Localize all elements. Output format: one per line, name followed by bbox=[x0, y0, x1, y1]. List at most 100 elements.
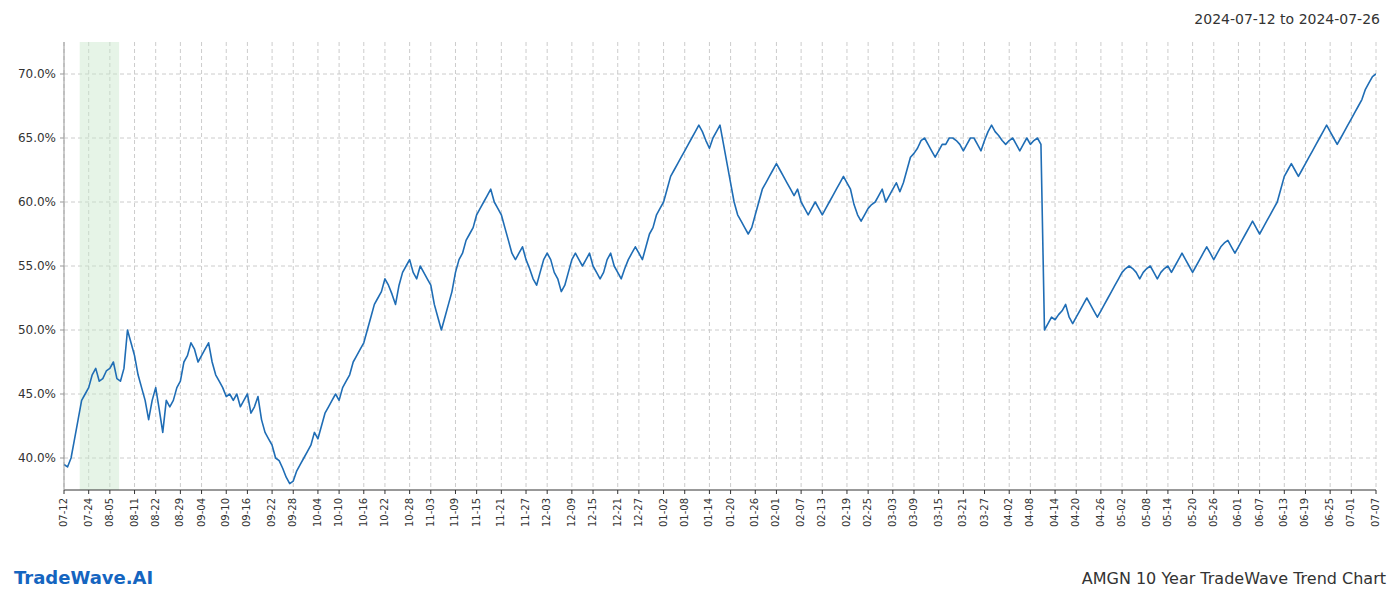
x-tick bbox=[1330, 490, 1331, 494]
x-tick-label: 10-28 bbox=[404, 498, 415, 527]
x-tick bbox=[1351, 490, 1352, 494]
x-tick-label: 03-27 bbox=[979, 498, 990, 527]
x-tick bbox=[755, 490, 756, 494]
x-tick bbox=[617, 490, 618, 494]
x-tick bbox=[1284, 490, 1285, 494]
x-tick-label: 11-03 bbox=[425, 498, 436, 527]
x-tick-label: 01-26 bbox=[749, 498, 760, 527]
x-tick-label: 05-20 bbox=[1187, 498, 1198, 527]
grid-line bbox=[64, 458, 1376, 459]
x-tick-label: 08-11 bbox=[129, 498, 140, 527]
x-tick-label: 02-13 bbox=[816, 498, 827, 527]
x-tick-label: 09-16 bbox=[241, 498, 252, 527]
x-tick-label: 07-12 bbox=[58, 498, 69, 527]
grid-line bbox=[64, 394, 1376, 395]
x-tick bbox=[134, 490, 135, 494]
grid-line bbox=[1238, 42, 1239, 490]
y-tick bbox=[60, 394, 64, 395]
y-tick-label: 55.0% bbox=[18, 259, 56, 273]
background bbox=[0, 0, 1400, 600]
x-tick-label: 10-22 bbox=[379, 498, 390, 527]
grid-line bbox=[1146, 42, 1147, 490]
grid-line bbox=[272, 42, 273, 490]
x-tick-label: 12-27 bbox=[633, 498, 644, 527]
grid-line bbox=[684, 42, 685, 490]
grid-line bbox=[822, 42, 823, 490]
grid-line bbox=[1009, 42, 1010, 490]
grid-line bbox=[226, 42, 227, 490]
grid-line bbox=[430, 42, 431, 490]
x-tick-label: 09-04 bbox=[196, 498, 207, 527]
x-tick bbox=[363, 490, 364, 494]
x-tick-label: 10-10 bbox=[333, 498, 344, 527]
x-tick bbox=[88, 490, 89, 494]
x-tick-label: 01-08 bbox=[679, 498, 690, 527]
x-tick bbox=[476, 490, 477, 494]
grid-line bbox=[846, 42, 847, 490]
x-tick bbox=[1238, 490, 1239, 494]
x-tick bbox=[571, 490, 572, 494]
x-tick-label: 08-29 bbox=[174, 498, 185, 527]
grid-line bbox=[1330, 42, 1331, 490]
grid-line bbox=[1284, 42, 1285, 490]
x-tick-label: 02-01 bbox=[770, 498, 781, 527]
grid-line bbox=[501, 42, 502, 490]
grid-line bbox=[1376, 42, 1377, 490]
grid-line bbox=[571, 42, 572, 490]
x-tick-label: 02-07 bbox=[795, 498, 806, 527]
x-tick bbox=[663, 490, 664, 494]
grid-line bbox=[1076, 42, 1077, 490]
grid-line bbox=[1192, 42, 1193, 490]
grid-line bbox=[892, 42, 893, 490]
axes: 40.0%45.0%50.0%55.0%60.0%65.0%70.0%07-12… bbox=[18, 42, 1381, 527]
x-tick bbox=[963, 490, 964, 494]
x-tick bbox=[709, 490, 710, 494]
annotation: 2024-07-12 to 2024-07-26 bbox=[1194, 11, 1380, 27]
grid-line bbox=[663, 42, 664, 490]
x-tick-label: 01-20 bbox=[725, 498, 736, 527]
grid-line bbox=[547, 42, 548, 490]
x-tick-label: 03-15 bbox=[933, 498, 944, 527]
x-tick-label: 03-21 bbox=[957, 498, 968, 527]
x-tick-label: 12-03 bbox=[541, 498, 552, 527]
chart: 40.0%45.0%50.0%55.0%60.0%65.0%70.0%07-12… bbox=[0, 0, 1400, 600]
grid-line bbox=[134, 42, 135, 490]
grid-line bbox=[1100, 42, 1101, 490]
grid-line bbox=[384, 42, 385, 490]
x-tick bbox=[455, 490, 456, 494]
x-tick-label: 04-14 bbox=[1049, 498, 1060, 527]
x-tick bbox=[868, 490, 869, 494]
x-tick-label: 10-04 bbox=[312, 498, 323, 527]
x-tick-label: 10-16 bbox=[358, 498, 369, 527]
shaded-region bbox=[80, 42, 119, 490]
y-tick bbox=[60, 138, 64, 139]
x-tick bbox=[1030, 490, 1031, 494]
y-tick bbox=[60, 458, 64, 459]
x-tick bbox=[64, 490, 65, 494]
grid-line bbox=[1030, 42, 1031, 490]
x-tick bbox=[201, 490, 202, 494]
x-tick-label: 06-19 bbox=[1299, 498, 1310, 527]
y-tick-label: 50.0% bbox=[18, 323, 56, 337]
grid-line bbox=[155, 42, 156, 490]
y-tick bbox=[60, 266, 64, 267]
x-tick bbox=[938, 490, 939, 494]
x-tick bbox=[984, 490, 985, 494]
x-tick bbox=[1076, 490, 1077, 494]
grid-line bbox=[638, 42, 639, 490]
x-tick bbox=[501, 490, 502, 494]
x-tick bbox=[526, 490, 527, 494]
x-tick-label: 11-27 bbox=[520, 498, 531, 527]
grid-line bbox=[363, 42, 364, 490]
x-tick bbox=[155, 490, 156, 494]
x-tick bbox=[339, 490, 340, 494]
grid-line bbox=[64, 330, 1376, 331]
x-tick bbox=[1167, 490, 1168, 494]
annotation: AMGN 10 Year TradeWave Trend Chart bbox=[1082, 569, 1386, 588]
y-tick bbox=[60, 330, 64, 331]
grid-line bbox=[476, 42, 477, 490]
x-tick bbox=[892, 490, 893, 494]
grid bbox=[64, 42, 1376, 490]
x-tick-label: 09-28 bbox=[287, 498, 298, 527]
x-tick bbox=[1122, 490, 1123, 494]
